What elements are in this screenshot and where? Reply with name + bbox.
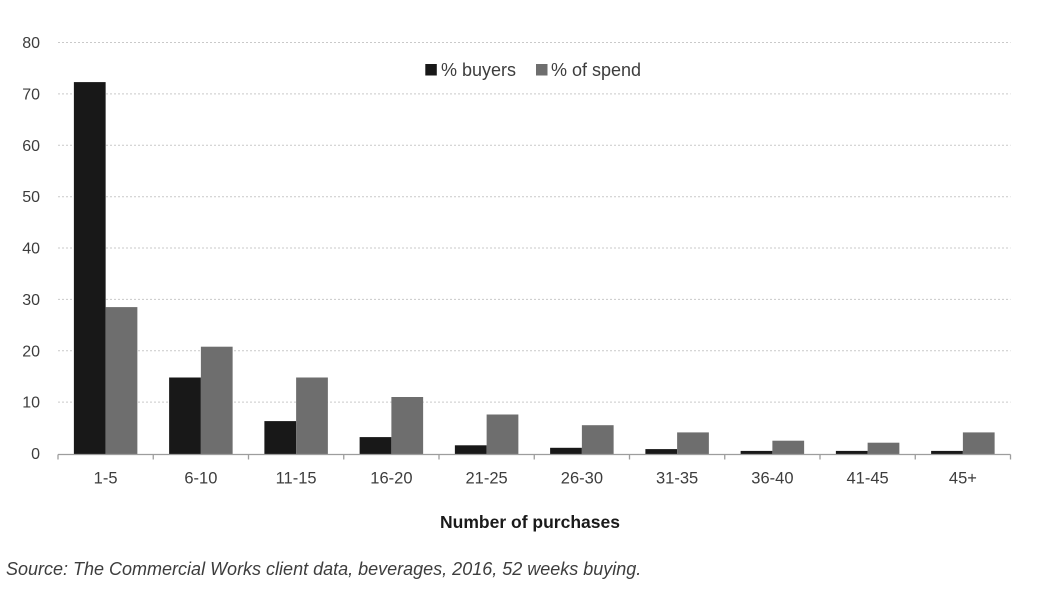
svg-text:20: 20 [22,343,40,360]
svg-text:% buyers: % buyers [441,60,516,80]
svg-text:10: 10 [22,395,40,412]
svg-text:40: 40 [22,241,40,258]
svg-text:Number of purchases: Number of purchases [440,512,620,532]
svg-text:16-20: 16-20 [370,470,412,488]
svg-text:70: 70 [22,86,40,103]
svg-text:30: 30 [22,292,40,309]
svg-text:36-40: 36-40 [751,470,793,488]
svg-text:Source: The Commercial Works c: Source: The Commercial Works client data… [6,559,641,579]
svg-text:80: 80 [22,35,40,52]
svg-text:6-10: 6-10 [184,470,217,488]
svg-text:21-25: 21-25 [465,470,507,488]
svg-text:41-45: 41-45 [846,470,888,488]
svg-text:31-35: 31-35 [656,470,698,488]
svg-text:0: 0 [31,446,40,463]
svg-text:50: 50 [22,189,40,206]
svg-text:60: 60 [22,138,40,155]
svg-text:26-30: 26-30 [561,470,603,488]
svg-text:11-15: 11-15 [276,470,317,488]
svg-text:% of spend: % of spend [551,60,641,80]
svg-text:1-5: 1-5 [94,470,118,488]
svg-text:45+: 45+ [949,470,977,488]
